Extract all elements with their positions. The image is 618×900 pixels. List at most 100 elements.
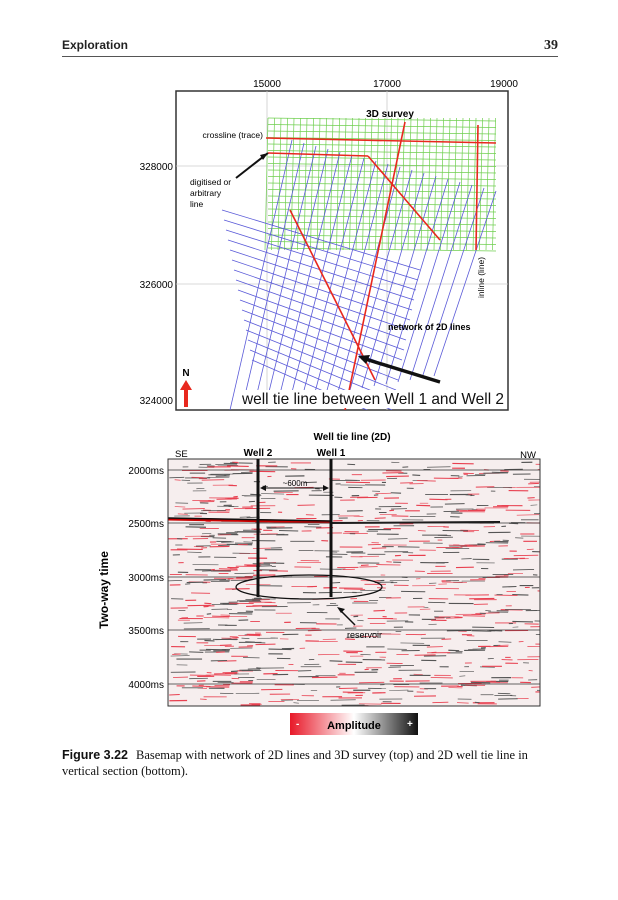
survey-crossline: [267, 215, 497, 219]
well-tie-label: well tie line between Well 1 and Well 2: [241, 391, 504, 408]
running-header: Exploration: [62, 38, 129, 52]
line-2d: [397, 181, 461, 383]
line-2d: [245, 329, 397, 391]
y-tick: 3000ms: [128, 573, 164, 584]
survey-inline: [420, 117, 425, 251]
horizon: [168, 517, 331, 524]
line-2d: [277, 151, 341, 403]
amplitude-colorbar: - Amplitude +: [290, 713, 418, 735]
y-tick: 324000: [140, 396, 174, 407]
figure-caption: Figure 3.22 Basemap with network of 2D li…: [62, 747, 558, 779]
survey-inline: [277, 117, 282, 251]
line-2d: [433, 190, 497, 377]
direction-nw: NW: [520, 450, 536, 461]
well-2-label: Well 2: [244, 448, 273, 459]
line-2d: [409, 184, 473, 381]
survey-crossline: [267, 163, 497, 167]
line-2d: [337, 166, 401, 393]
north-label: N: [182, 368, 189, 379]
arbitrary-line: [367, 155, 441, 241]
survey-crossline: [267, 189, 497, 193]
crossline-label: crossline (trace): [203, 130, 264, 140]
survey-crossline: [267, 117, 497, 122]
y-tick: 3500ms: [128, 626, 164, 637]
line-2d-red: [344, 121, 406, 410]
survey-inline: [264, 117, 269, 251]
survey-crossline: [267, 150, 497, 154]
survey-inline: [401, 117, 405, 251]
y-tick: 2000ms: [128, 466, 164, 477]
line-2d: [229, 139, 293, 410]
line-2d: [349, 169, 413, 391]
survey-crossline: [267, 124, 497, 128]
line-2d: [223, 219, 419, 281]
well-tie-line: [289, 209, 376, 381]
digitised-label: arbitrary: [190, 188, 222, 198]
basemap: 15000 17000 19000 328000 326000 324000 3…: [140, 79, 518, 411]
line-2d: [373, 175, 437, 387]
header-rule: [62, 56, 558, 57]
x-tick: 19000: [490, 79, 518, 90]
line-2d: [229, 249, 413, 311]
inline-label: inline (line): [476, 257, 486, 298]
network-label: network of 2D lines: [388, 322, 471, 332]
digitised-label: line: [190, 199, 204, 209]
north-arrow-icon: [180, 380, 192, 407]
line-2d: [421, 187, 485, 379]
survey-label: 3D survey: [366, 109, 414, 120]
horizon: [168, 517, 331, 522]
survey-crossline: [267, 195, 497, 200]
seismic-section: Well tie line (2D) SE NW Well 2 Well 1 2…: [97, 432, 541, 735]
line-2d: [301, 157, 365, 399]
inline-line: [475, 124, 479, 251]
y-tick: 326000: [140, 280, 174, 291]
crossline-trace: [265, 137, 497, 144]
x-tick: 17000: [373, 79, 401, 90]
colorbar-minus: -: [296, 719, 299, 730]
well-1-label: Well 1: [317, 448, 346, 459]
colorbar-plus: +: [407, 719, 413, 730]
line-2d: [233, 269, 409, 331]
line-2d: [235, 279, 407, 341]
section-title: Well tie line (2D): [313, 432, 390, 443]
survey-crossline: [267, 176, 497, 180]
survey-crossline: [267, 202, 497, 206]
survey-inline: [310, 117, 314, 251]
survey-inline: [303, 117, 308, 251]
colorbar-label: Amplitude: [327, 720, 381, 732]
arbitrary-line: [267, 152, 369, 157]
y-tick: 2500ms: [128, 519, 164, 530]
line-2d: [313, 160, 377, 397]
line-2d: [243, 319, 399, 381]
survey-crossline: [267, 182, 497, 187]
survey-inline: [414, 117, 418, 251]
direction-se: SE: [175, 449, 188, 460]
survey-crossline: [267, 221, 497, 226]
line-2d: [289, 154, 353, 401]
reservoir-label: reservoir: [347, 630, 382, 640]
survey-crossline: [267, 208, 497, 213]
survey-crossline: [267, 143, 497, 148]
line-2d: [231, 259, 411, 321]
survey-crossline: [267, 156, 497, 161]
survey-inline: [284, 117, 288, 251]
x-tick: 15000: [253, 79, 281, 90]
digitised-label: digitised or: [190, 177, 231, 187]
north-arrow: N: [180, 368, 192, 407]
reservoir-outline: [235, 574, 383, 600]
line-2d: [221, 209, 421, 271]
survey-crossline: [267, 137, 497, 141]
survey-inline: [492, 117, 496, 251]
line-2d: [253, 145, 317, 407]
well-tie-label-background: [240, 390, 506, 408]
survey-inline: [427, 117, 431, 251]
distance-label: ~600m: [283, 479, 308, 488]
survey-inline: [290, 117, 295, 251]
survey-crossline: [267, 130, 497, 135]
survey-inline: [297, 117, 301, 251]
line-2d: [385, 178, 449, 385]
line-2d: [237, 289, 405, 351]
figure: 15000 17000 19000 328000 326000 324000 3…: [97, 79, 541, 735]
y-tick: 328000: [140, 162, 174, 173]
